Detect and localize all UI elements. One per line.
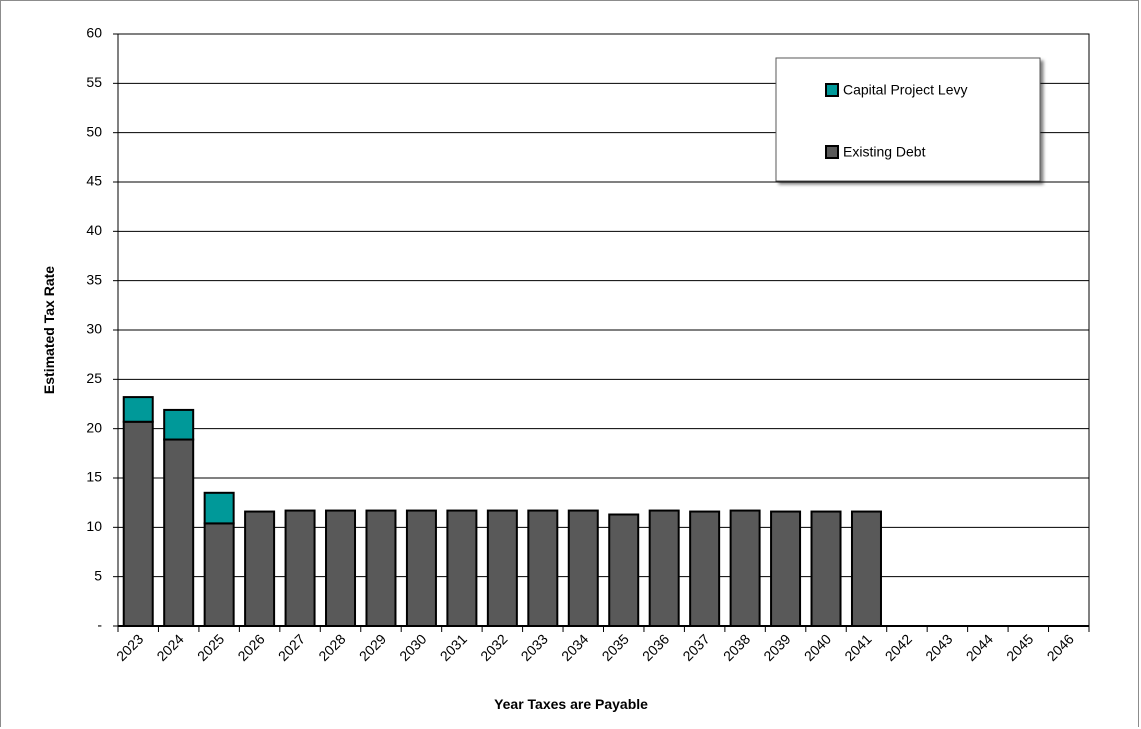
y-tick-label: 5 <box>94 567 102 583</box>
y-tick-label: 25 <box>86 370 102 386</box>
y-tick-label: 55 <box>86 74 102 90</box>
x-tick-label: 2036 <box>639 631 672 664</box>
bar-existing-debt-2033 <box>527 509 559 627</box>
bar-existing-debt-2035 <box>608 513 640 627</box>
y-tick-label: - <box>97 617 102 633</box>
x-axis-title: Year Taxes are Payable <box>494 696 648 712</box>
y-tick-label: 60 <box>86 25 102 41</box>
legend: Capital Project Levy Existing Debt <box>775 57 1041 182</box>
bar-existing-debt-2025 <box>203 522 235 627</box>
x-tick-label: 2037 <box>679 631 712 664</box>
grid-lines <box>118 82 1089 578</box>
bars <box>122 396 882 628</box>
x-tick-label: 2025 <box>194 631 227 664</box>
legend-label-capital-project-levy: Capital Project Levy <box>843 82 968 98</box>
x-tick-label: 2032 <box>477 631 510 664</box>
y-tick-label: 45 <box>86 173 102 189</box>
y-tick-label: 35 <box>86 271 102 287</box>
bar-existing-debt-2028 <box>325 509 357 627</box>
bar-existing-debt-2034 <box>567 509 599 627</box>
bar-capital-project-levy-2025 <box>203 491 235 525</box>
bar-existing-debt-2040 <box>810 510 842 627</box>
bar-existing-debt-2027 <box>284 509 316 627</box>
bar-capital-project-levy-2023 <box>122 396 154 423</box>
bar-existing-debt-2039 <box>770 510 802 627</box>
bar-existing-debt-2031 <box>446 509 478 627</box>
x-tick-label: 2030 <box>396 631 429 664</box>
bar-existing-debt-2024 <box>163 438 195 627</box>
bar-existing-debt-2037 <box>689 510 721 627</box>
bar-existing-debt-2023 <box>122 420 154 628</box>
y-tick-labels: - 5 10 15 20 25 30 35 40 45 50 55 60 <box>86 25 102 633</box>
x-tick-labels: 2023 2024 2025 2026 2027 2028 2029 2030 2031 2032… <box>113 631 1077 664</box>
legend-label-existing-debt: Existing Debt <box>843 144 926 160</box>
x-tick-label: 2039 <box>760 631 793 664</box>
x-tick-label: 2044 <box>963 631 996 664</box>
y-tick-label: 15 <box>86 469 102 485</box>
bar-existing-debt-2032 <box>486 509 518 627</box>
bar-capital-project-levy-2024 <box>163 408 195 441</box>
legend-box <box>775 57 1041 182</box>
x-tick-label: 2026 <box>234 631 267 664</box>
x-tick-label: 2038 <box>720 631 753 664</box>
legend-swatch-existing-debt <box>825 145 839 159</box>
x-tick-label: 2033 <box>518 631 551 664</box>
legend-swatch-capital-project-levy <box>825 83 839 97</box>
x-tick-label: 2031 <box>437 631 470 664</box>
x-tick-label: 2040 <box>801 631 834 664</box>
x-tick-label: 2045 <box>1003 631 1036 664</box>
x-tick-label: 2027 <box>275 631 308 664</box>
x-tick-label: 2023 <box>113 631 146 664</box>
x-tick-label: 2024 <box>153 631 186 664</box>
x-tick-label: 2041 <box>841 631 874 664</box>
x-tick-label: 2035 <box>599 631 632 664</box>
y-tick-label: 10 <box>86 518 102 534</box>
bar-existing-debt-2038 <box>729 509 761 627</box>
y-tick-label: 30 <box>86 321 102 337</box>
y-tick-label: 50 <box>86 123 102 139</box>
y-axis-title: Estimated Tax Rate <box>41 266 57 394</box>
x-tick-label: 2028 <box>315 631 348 664</box>
x-tick-label: 2042 <box>882 631 915 664</box>
x-tick-label: 2034 <box>558 631 591 664</box>
bar-existing-debt-2026 <box>244 510 276 627</box>
x-tick-label: 2046 <box>1044 631 1077 664</box>
bar-existing-debt-2041 <box>850 510 882 627</box>
axes <box>113 33 1090 632</box>
y-tick-label: 40 <box>86 222 102 238</box>
bar-existing-debt-2036 <box>648 509 680 627</box>
x-tick-label: 2043 <box>922 631 955 664</box>
x-tick-label: 2029 <box>356 631 389 664</box>
bar-existing-debt-2030 <box>405 509 437 627</box>
y-tick-label: 20 <box>86 419 102 435</box>
bar-existing-debt-2029 <box>365 509 397 627</box>
